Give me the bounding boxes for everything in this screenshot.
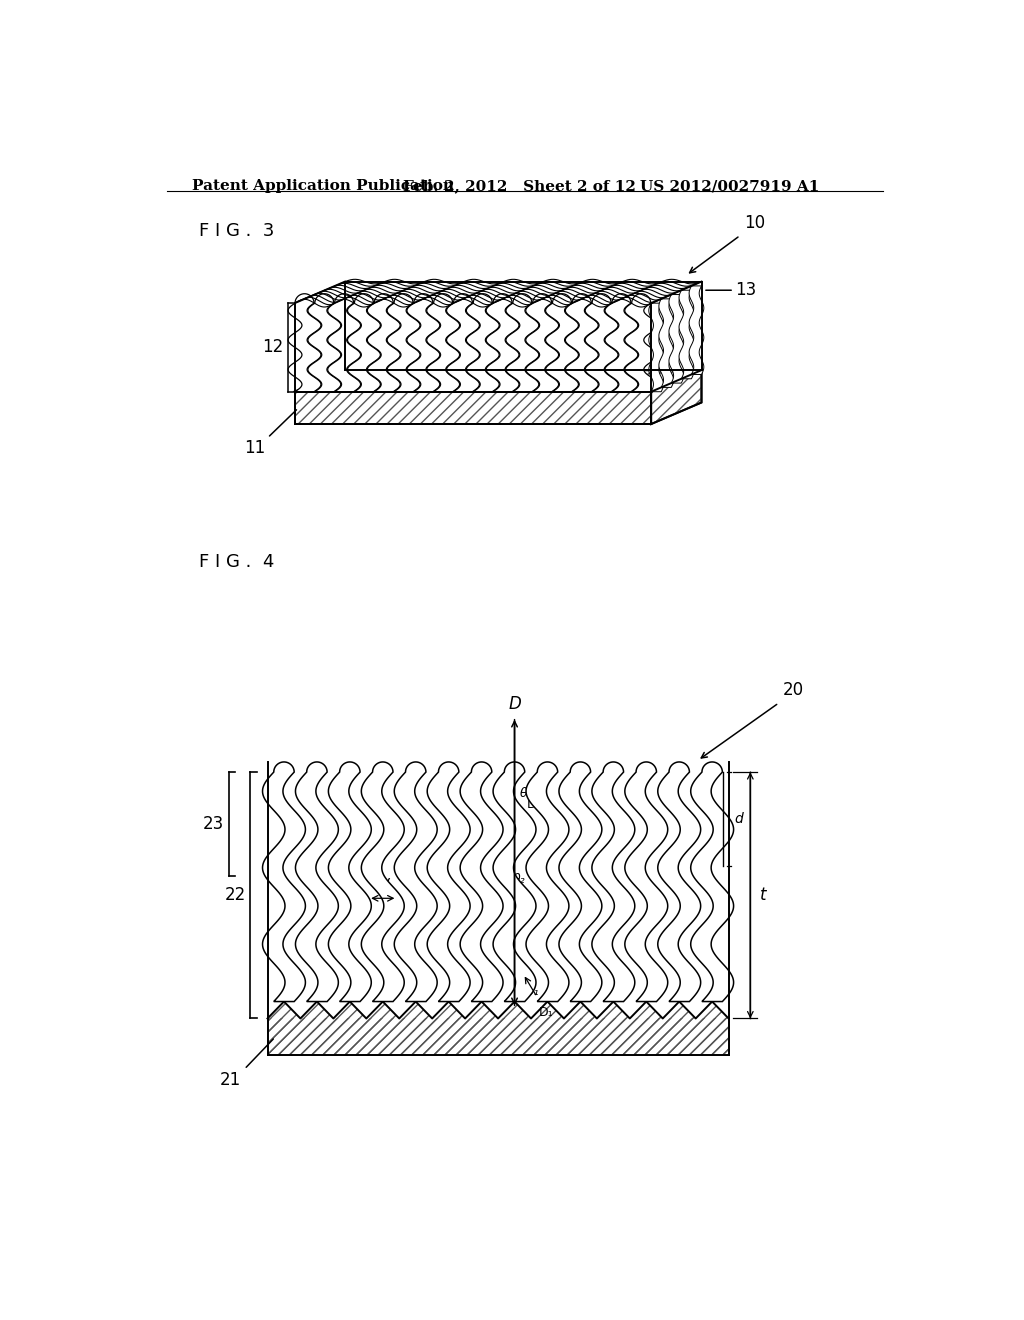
- Polygon shape: [486, 294, 519, 392]
- Polygon shape: [262, 762, 305, 1002]
- Text: US 2012/0027919 A1: US 2012/0027919 A1: [640, 180, 819, 193]
- Polygon shape: [689, 286, 703, 375]
- Text: 13: 13: [735, 281, 757, 300]
- Polygon shape: [691, 762, 733, 1002]
- Polygon shape: [649, 304, 664, 392]
- Text: F I G .  3: F I G . 3: [200, 222, 274, 239]
- Polygon shape: [427, 762, 470, 1002]
- Polygon shape: [361, 762, 404, 1002]
- Text: 23: 23: [203, 814, 224, 833]
- Text: D₃: D₃: [526, 797, 542, 810]
- Text: Feb. 2, 2012   Sheet 2 of 12: Feb. 2, 2012 Sheet 2 of 12: [403, 180, 636, 193]
- Polygon shape: [546, 294, 579, 392]
- Polygon shape: [295, 370, 701, 392]
- Text: D: D: [508, 696, 521, 713]
- Polygon shape: [585, 294, 618, 392]
- Polygon shape: [525, 294, 559, 392]
- Text: 21: 21: [220, 1071, 241, 1089]
- Polygon shape: [559, 762, 602, 1002]
- Text: W: W: [376, 876, 390, 891]
- Polygon shape: [288, 294, 321, 392]
- Polygon shape: [679, 290, 693, 379]
- Polygon shape: [565, 294, 598, 392]
- Polygon shape: [427, 294, 460, 392]
- Text: t: t: [760, 886, 766, 904]
- Polygon shape: [394, 762, 437, 1002]
- Text: d: d: [734, 812, 742, 826]
- Polygon shape: [526, 762, 569, 1002]
- Polygon shape: [506, 294, 539, 392]
- Polygon shape: [267, 1019, 729, 1056]
- Polygon shape: [669, 294, 684, 383]
- Polygon shape: [329, 762, 372, 1002]
- Polygon shape: [296, 762, 338, 1002]
- Text: 22: 22: [224, 886, 246, 904]
- Text: 20: 20: [783, 681, 804, 700]
- Text: Patent Application Publication: Patent Application Publication: [191, 180, 454, 193]
- Polygon shape: [267, 1002, 729, 1056]
- Polygon shape: [347, 294, 380, 392]
- Polygon shape: [625, 762, 668, 1002]
- Text: 11: 11: [244, 440, 265, 458]
- Text: θ₃: θ₃: [519, 787, 532, 800]
- Polygon shape: [446, 294, 479, 392]
- Text: θ₂: θ₂: [513, 874, 525, 886]
- Polygon shape: [387, 294, 420, 392]
- Polygon shape: [657, 762, 700, 1002]
- Polygon shape: [625, 294, 657, 392]
- Text: D₂: D₂: [484, 886, 499, 899]
- Polygon shape: [460, 762, 503, 1002]
- Text: D₁: D₁: [539, 1006, 553, 1019]
- Text: 12: 12: [262, 338, 284, 356]
- Polygon shape: [651, 370, 701, 424]
- Text: θ₁: θ₁: [527, 985, 540, 998]
- Polygon shape: [605, 294, 638, 392]
- Polygon shape: [295, 392, 651, 424]
- Polygon shape: [494, 762, 536, 1002]
- Polygon shape: [466, 294, 500, 392]
- Text: F I G .  4: F I G . 4: [200, 553, 274, 570]
- Polygon shape: [328, 294, 360, 392]
- Text: 10: 10: [744, 214, 765, 231]
- Polygon shape: [368, 294, 400, 392]
- Polygon shape: [658, 298, 674, 387]
- Polygon shape: [308, 294, 341, 392]
- Polygon shape: [407, 294, 439, 392]
- Polygon shape: [592, 762, 635, 1002]
